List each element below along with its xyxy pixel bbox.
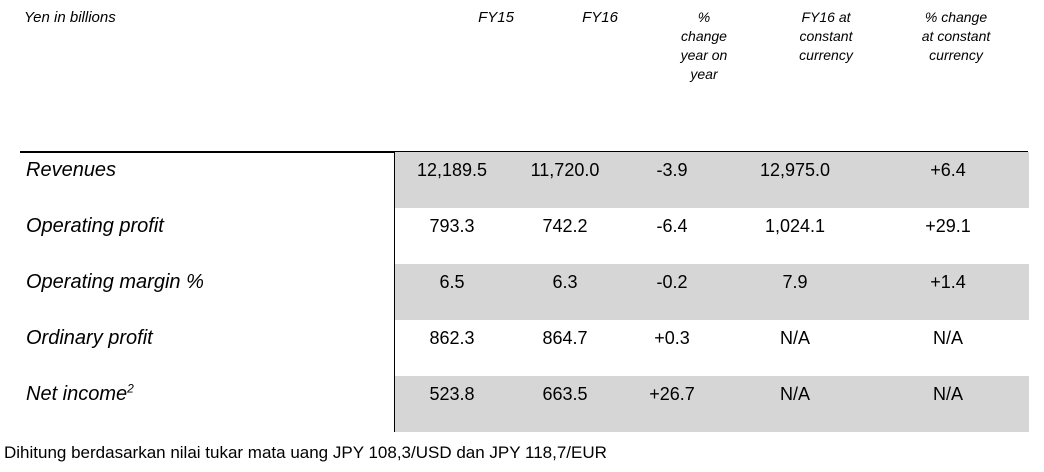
row-label-text: Net income [26, 383, 128, 405]
row-cells: 12,189.5 11,720.0 -3.9 12,975.0 +6.4 [394, 152, 1029, 208]
header-constant-currency: FY16 at constant currency [799, 9, 853, 63]
cell-pct-change: +26.7 [649, 384, 695, 404]
cell-fy16: 864.7 [542, 328, 588, 348]
cell-pct-change: -6.4 [656, 216, 688, 236]
table-row-net-income: Net income2 523.8 663.5 +26.7 N/A N/A [20, 376, 1029, 432]
table-header: Yen in billions FY15 FY16 % change year … [0, 0, 1044, 150]
footnote-marker: 2 [127, 381, 134, 396]
cell-pct-change: +0.3 [654, 328, 690, 348]
cell-constant-currency: 12,975.0 [759, 160, 831, 180]
cell-constant-currency: 7.9 [782, 272, 808, 292]
cell-pct-change-constant: +1.4 [930, 272, 966, 292]
header-pct-change: % change year on year [680, 9, 728, 82]
cell-fy15: 793.3 [429, 216, 475, 236]
cell-fy16: 6.3 [552, 272, 578, 292]
row-cells: 523.8 663.5 +26.7 N/A N/A [394, 376, 1029, 432]
row-cells: 6.5 6.3 -0.2 7.9 +1.4 [394, 264, 1029, 320]
table-top-rule [20, 151, 1028, 153]
table-row-ordinary-profit: Ordinary profit 862.3 864.7 +0.3 N/A N/A [20, 320, 1028, 376]
row-label: Operating profit [26, 215, 164, 237]
header-fy16: FY16 [582, 9, 618, 26]
row-label: Revenues [26, 159, 117, 181]
cell-fy15: 523.8 [429, 384, 475, 404]
cell-fy15: 12,189.5 [416, 160, 488, 180]
cell-pct-change: -0.2 [656, 272, 688, 292]
row-label: Net income2 [26, 382, 134, 406]
cell-pct-change-constant: N/A [932, 384, 963, 404]
table-row-revenues: Revenues 12,189.5 11,720.0 -3.9 12,975.0… [20, 152, 1029, 208]
row-label: Operating margin % [26, 271, 204, 293]
cell-constant-currency: 1,024.1 [764, 216, 826, 236]
cell-fy15: 862.3 [429, 328, 475, 348]
cell-pct-change-constant: +6.4 [930, 160, 966, 180]
row-cells: 793.3 742.2 -6.4 1,024.1 +29.1 [394, 208, 1029, 264]
footnote: Dihitung berdasarkan nilai tukar mata ua… [4, 443, 607, 462]
cell-fy16: 742.2 [542, 216, 588, 236]
row-label: Ordinary profit [26, 327, 153, 349]
header-pct-change-constant: % change at constant currency [921, 9, 991, 63]
financial-table: Revenues 12,189.5 11,720.0 -3.9 12,975.0… [20, 152, 1029, 432]
cell-fy16: 663.5 [542, 384, 588, 404]
cell-fy15: 6.5 [439, 272, 465, 292]
cell-fy16: 11,720.0 [530, 160, 600, 180]
cell-pct-change-constant: N/A [932, 328, 963, 348]
row-cells: 862.3 864.7 +0.3 N/A N/A [394, 320, 1029, 376]
cell-pct-change-constant: +29.1 [925, 216, 971, 236]
header-fy15: FY15 [478, 9, 514, 26]
table-row-operating-margin: Operating margin % 6.5 6.3 -0.2 7.9 +1.4 [20, 264, 1029, 320]
cell-constant-currency: N/A [779, 328, 810, 348]
cell-constant-currency: N/A [779, 384, 810, 404]
table-row-operating-profit: Operating profit 793.3 742.2 -6.4 1,024.… [20, 208, 1028, 264]
header-label: Yen in billions [24, 9, 116, 26]
cell-pct-change: -3.9 [656, 160, 688, 180]
